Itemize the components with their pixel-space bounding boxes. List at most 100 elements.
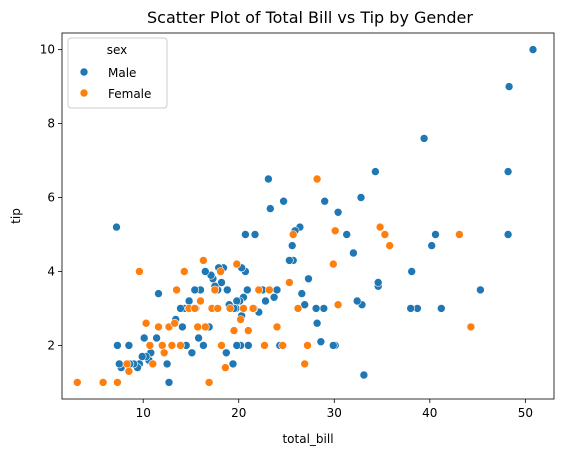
data-points: [73, 45, 538, 387]
data-point-male: [436, 304, 446, 313]
data-point-male: [244, 341, 253, 350]
data-point-male: [504, 82, 514, 91]
data-point-female: [375, 222, 385, 232]
data-point-male: [178, 322, 187, 332]
data-point-female: [135, 267, 144, 276]
data-point-female: [190, 304, 200, 313]
data-point-male: [243, 285, 252, 295]
chart-title: Scatter Plot of Total Bill vs Tip by Gen…: [147, 8, 473, 27]
y-axis-ticks: 2 4 6 8 10: [40, 43, 62, 352]
data-point-female: [159, 348, 169, 358]
data-point-male: [319, 304, 329, 313]
data-point-male: [241, 230, 250, 239]
data-point-male: [316, 337, 326, 347]
data-point-male: [320, 196, 330, 206]
legend-marker-female: [79, 88, 89, 98]
data-point-female: [210, 285, 220, 295]
x-tick-label: 50: [518, 406, 533, 420]
data-point-female: [199, 256, 208, 265]
data-point-male: [285, 256, 294, 265]
legend-title: sex: [107, 43, 128, 57]
x-tick-label: 20: [231, 406, 246, 420]
data-point-male: [124, 341, 134, 350]
data-point-female: [260, 341, 269, 350]
data-point-female: [201, 322, 210, 332]
data-point-male: [407, 267, 417, 276]
data-point-male: [356, 193, 366, 202]
data-point-male: [328, 341, 338, 350]
data-point-male: [269, 292, 279, 302]
data-point-female: [312, 174, 322, 184]
data-point-male: [112, 222, 121, 232]
data-point-male: [352, 296, 362, 306]
data-point-male: [139, 333, 149, 343]
data-point-female: [148, 359, 158, 369]
x-tick-label: 40: [422, 406, 437, 420]
data-point-female: [172, 285, 181, 295]
data-point-female: [466, 322, 476, 332]
data-point-female: [154, 322, 163, 332]
data-point-male: [137, 352, 147, 361]
data-point-female: [145, 341, 155, 350]
data-point-female: [288, 230, 298, 239]
data-point-male: [528, 45, 538, 54]
x-tick-label: 30: [327, 406, 342, 420]
data-point-male: [373, 278, 383, 287]
data-point-male: [217, 278, 226, 287]
data-point-male: [427, 241, 437, 250]
y-tick-label: 4: [47, 264, 55, 278]
data-point-male: [279, 196, 288, 206]
data-point-female: [264, 285, 274, 295]
data-point-male: [300, 300, 310, 310]
data-point-male: [154, 289, 163, 298]
data-point-female: [213, 304, 222, 313]
y-tick-label: 10: [40, 43, 55, 57]
data-point-male: [250, 230, 260, 239]
data-point-male: [223, 285, 232, 295]
data-point-female: [272, 322, 282, 332]
data-point-female: [167, 341, 177, 350]
legend-label-female: Female: [108, 87, 151, 101]
data-point-female: [180, 267, 189, 276]
data-point-female: [455, 230, 464, 239]
data-point-male: [431, 230, 440, 239]
data-point-male: [265, 204, 275, 213]
data-point-female: [333, 300, 343, 310]
data-point-female: [176, 341, 185, 350]
data-point-male: [311, 304, 321, 313]
plot-area-frame: [61, 32, 555, 400]
data-point-male: [164, 378, 174, 387]
data-point-female: [330, 226, 340, 236]
data-point-female: [254, 285, 264, 295]
data-point-male: [264, 174, 273, 184]
data-point-male: [406, 304, 416, 313]
data-point-female: [221, 363, 230, 372]
data-point-female: [278, 341, 288, 350]
data-point-male: [199, 341, 208, 350]
data-point-male: [503, 167, 513, 176]
data-point-female: [239, 304, 248, 313]
y-axis-label: tip: [9, 208, 23, 224]
data-point-female: [193, 322, 202, 332]
data-point-female: [158, 341, 167, 350]
data-point-female: [225, 304, 235, 313]
data-point-male: [190, 285, 200, 295]
data-point-male: [476, 285, 485, 295]
x-axis-ticks: 10 20 30 40 50: [136, 399, 533, 420]
data-point-male: [232, 296, 242, 306]
legend: sex Male Female: [67, 37, 168, 109]
data-point-male: [359, 370, 369, 380]
data-point-male: [228, 359, 238, 369]
data-point-female: [216, 267, 225, 276]
data-point-male: [371, 167, 380, 176]
data-point-male: [232, 341, 242, 350]
data-point-male: [187, 348, 197, 358]
data-point-female: [217, 341, 226, 350]
legend-label-male: Male: [108, 66, 136, 80]
data-point-female: [196, 296, 205, 306]
data-point-male: [272, 285, 282, 295]
y-tick-label: 2: [47, 338, 55, 352]
data-point-male: [222, 348, 231, 358]
data-point-male: [152, 333, 161, 343]
